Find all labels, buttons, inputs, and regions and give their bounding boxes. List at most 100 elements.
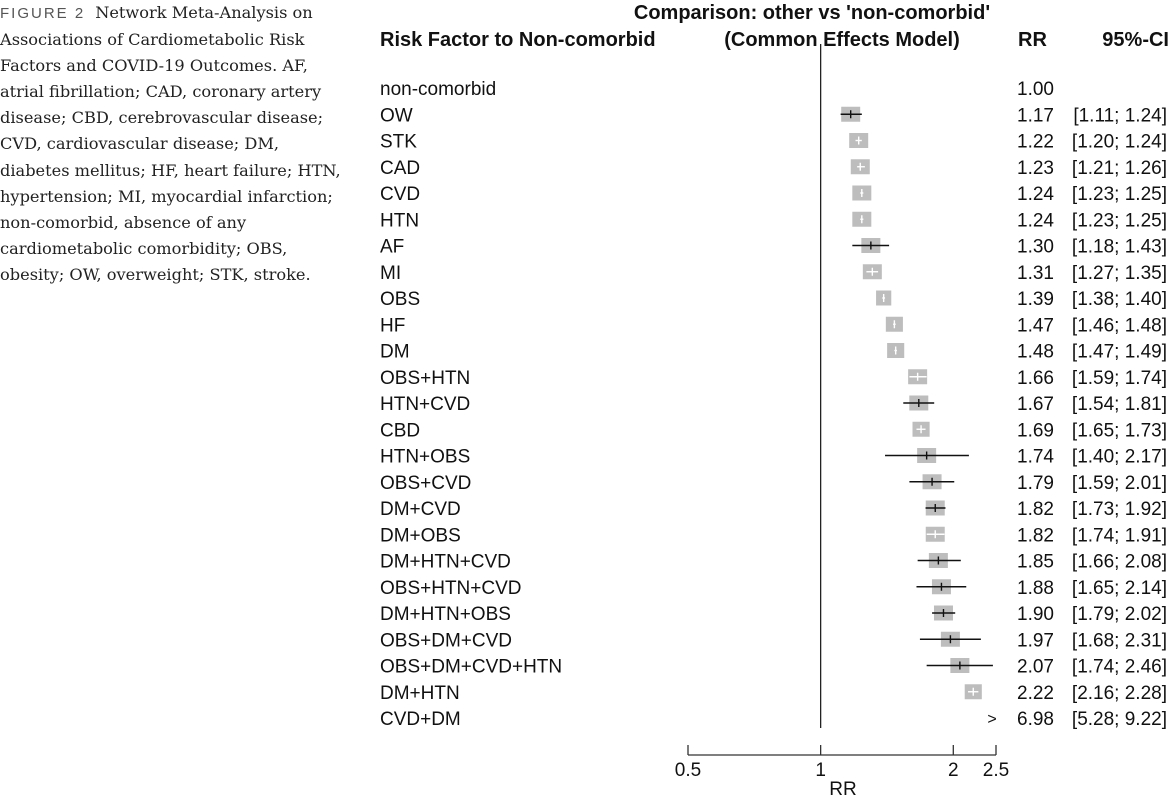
rr-value: 1.90: [1017, 604, 1054, 625]
ci-value: [1.68; 2.31]: [1072, 630, 1167, 651]
row-label: HTN: [380, 210, 419, 231]
rr-value: 1.85: [1017, 552, 1054, 573]
rr-column-header: RR: [1018, 29, 1047, 51]
ci-value: [1.40; 2.17]: [1072, 447, 1167, 468]
forest-row: HTN 1.24 [1.23; 1.25]: [380, 210, 1167, 231]
forest-row: OBS 1.39 [1.38; 1.40]: [380, 289, 1167, 310]
rr-value: 1.74: [1017, 447, 1054, 468]
rr-value: 1.24: [1017, 210, 1054, 231]
rr-value: 1.22: [1017, 132, 1054, 153]
forest-row: OW 1.17 [1.11; 1.24]: [380, 105, 1167, 126]
ci-value: [1.23; 1.25]: [1072, 184, 1167, 205]
row-label: DM+HTN+CVD: [380, 552, 511, 573]
rr-value: 1.31: [1017, 263, 1054, 284]
rr-value: 1.69: [1017, 420, 1054, 441]
row-label: CVD: [380, 184, 420, 205]
rr-value: 1.82: [1017, 499, 1054, 520]
figure-label: FIGURE 2: [0, 5, 86, 22]
forest-row: OBS+CVD 1.79 [1.59; 2.01]: [380, 473, 1167, 494]
rr-value: 1.66: [1017, 368, 1054, 389]
forest-row: CBD 1.69 [1.65; 1.73]: [380, 420, 1167, 441]
ci-value: [1.74; 1.91]: [1072, 525, 1167, 546]
rr-value: 2.07: [1017, 657, 1054, 678]
row-label: OBS+DM+CVD+HTN: [380, 657, 562, 678]
row-label: DM+CVD: [380, 499, 461, 520]
forest-row: CVD 1.24 [1.23; 1.25]: [380, 184, 1167, 205]
forest-row: DM+HTN+CVD 1.85 [1.66; 2.08]: [380, 552, 1167, 573]
forest-row: DM+CVD 1.82 [1.73; 1.92]: [380, 499, 1167, 520]
row-label: OBS+DM+CVD: [380, 630, 512, 651]
forest-row: OBS+DM+CVD+HTN 2.07 [1.74; 2.46]: [380, 657, 1167, 678]
row-label: AF: [380, 237, 404, 258]
forest-row: OBS+DM+CVD 1.97 [1.68; 2.31]: [380, 630, 1167, 651]
x-axis-label: RR: [829, 779, 856, 800]
ci-value: [1.46; 1.48]: [1072, 315, 1167, 336]
row-label: OW: [380, 105, 413, 126]
rr-value: 1.23: [1017, 158, 1054, 179]
row-label: DM+HTN+OBS: [380, 604, 511, 625]
row-label: non-comorbid: [380, 79, 496, 100]
row-label: CAD: [380, 158, 420, 179]
x-tick-label: 1: [815, 760, 826, 781]
rr-value: 6.98: [1017, 709, 1054, 730]
ci-value: [1.66; 2.08]: [1072, 552, 1167, 573]
forest-row: non-comorbid 1.00: [380, 79, 1054, 100]
ci-value: [1.59; 2.01]: [1072, 473, 1167, 494]
chart-subtitle: (Common Effects Model): [724, 29, 960, 51]
rr-value: 1.67: [1017, 394, 1054, 415]
rr-value: 1.82: [1017, 525, 1054, 546]
forest-row: OBS+HTN 1.66 [1.59; 1.74]: [380, 368, 1167, 389]
ci-value: [1.73; 1.92]: [1072, 499, 1167, 520]
row-label: STK: [380, 132, 417, 153]
forest-row: CAD 1.23 [1.21; 1.26]: [380, 158, 1167, 179]
ci-value: [1.47; 1.49]: [1072, 342, 1167, 363]
row-label: CVD+DM: [380, 709, 461, 730]
rr-value: 1.24: [1017, 184, 1054, 205]
forest-row: HF 1.47 [1.46; 1.48]: [380, 315, 1167, 336]
x-tick-label: 2.5: [983, 760, 1009, 781]
label-column-header: Risk Factor to Non-comorbid: [380, 29, 656, 51]
ci-value: [2.16; 2.28]: [1072, 683, 1167, 704]
rr-value: 1.79: [1017, 473, 1054, 494]
ci-value: [1.20; 1.24]: [1072, 132, 1167, 153]
x-tick-label: 2: [948, 760, 959, 781]
row-label: DM+OBS: [380, 525, 461, 546]
forest-row: DM 1.48 [1.47; 1.49]: [380, 342, 1167, 363]
ci-value: [1.65; 2.14]: [1072, 578, 1167, 599]
row-label: OBS: [380, 289, 420, 310]
ci-value: [1.38; 1.40]: [1072, 289, 1167, 310]
forest-row: AF 1.30 [1.18; 1.43]: [380, 237, 1167, 258]
ci-value: [1.59; 1.74]: [1072, 368, 1167, 389]
chart-title: Comparison: other vs 'non-comorbid': [634, 2, 990, 24]
forest-row: CVD+DM 6.98 [5.28; 9.22] >: [380, 709, 1167, 730]
ci-value: [1.54; 1.81]: [1072, 394, 1167, 415]
figure-caption: FIGURE 2 Network Meta-Analysis on Associa…: [0, 0, 350, 288]
out-of-range-marker: >: [987, 711, 996, 728]
ci-value: [1.18; 1.43]: [1072, 237, 1167, 258]
forest-row: DM+HTN+OBS 1.90 [1.79; 2.02]: [380, 604, 1167, 625]
forest-rows: non-comorbid 1.00 OW 1.17 [1.11; 1.24] STK 1.2…: [380, 79, 1167, 730]
row-label: DM: [380, 342, 410, 363]
rr-value: 2.22: [1017, 683, 1054, 704]
ci-value: [1.65; 1.73]: [1072, 420, 1167, 441]
ci-value: [1.79; 2.02]: [1072, 604, 1167, 625]
ci-value: [1.27; 1.35]: [1072, 263, 1167, 284]
rr-value: 1.17: [1017, 105, 1054, 126]
rr-value: 1.88: [1017, 578, 1054, 599]
row-label: CBD: [380, 420, 420, 441]
ci-value: [1.74; 2.46]: [1072, 657, 1167, 678]
rr-value: 1.30: [1017, 237, 1054, 258]
forest-row: STK 1.22 [1.20; 1.24]: [380, 132, 1167, 153]
ci-value: [5.28; 9.22]: [1072, 709, 1167, 730]
forest-row: DM+OBS 1.82 [1.74; 1.91]: [380, 525, 1167, 546]
row-label: OBS+HTN+CVD: [380, 578, 521, 599]
row-label: MI: [380, 263, 401, 284]
ci-value: [1.21; 1.26]: [1072, 158, 1167, 179]
row-label: OBS+CVD: [380, 473, 471, 494]
rr-value: 1.39: [1017, 289, 1054, 310]
ci-column-header: 95%-CI: [1102, 29, 1169, 51]
rr-value: 1.97: [1017, 630, 1054, 651]
row-label: OBS+HTN: [380, 368, 470, 389]
row-label: HF: [380, 315, 405, 336]
